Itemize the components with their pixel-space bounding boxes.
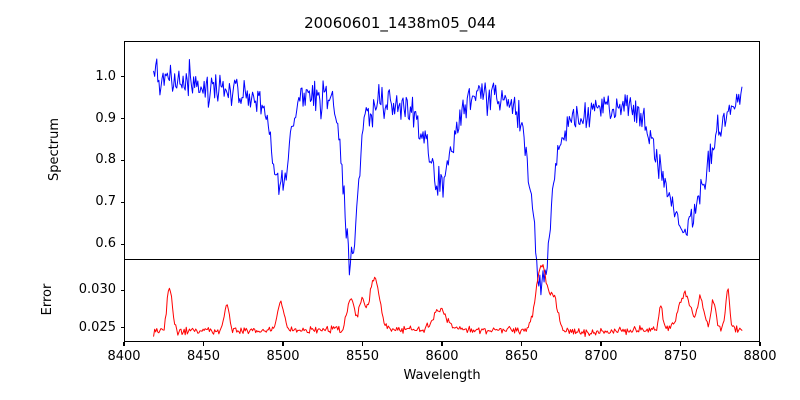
x-tick-mark bbox=[123, 342, 125, 346]
x-tick-label: 8700 bbox=[584, 349, 618, 364]
spectrum-panel bbox=[124, 41, 760, 296]
y-tick-label-spectrum: 0.6 bbox=[95, 236, 116, 252]
x-axis-label: Wavelength bbox=[403, 368, 481, 383]
y-tick-mark-spectrum bbox=[120, 117, 124, 120]
x-tick-mark bbox=[600, 342, 602, 346]
y-tick-mark-spectrum bbox=[120, 201, 124, 203]
x-tick-mark bbox=[282, 342, 284, 346]
spectrum-data-trace bbox=[153, 58, 743, 296]
y-tick-label-error: 0.030 bbox=[78, 282, 116, 298]
spectrum-plot-area bbox=[153, 58, 743, 296]
x-tick-label: 8450 bbox=[186, 349, 221, 364]
y-tick-mark-error bbox=[120, 326, 124, 329]
y-tick-mark-spectrum bbox=[120, 243, 124, 245]
x-tick-mark bbox=[202, 342, 205, 346]
page-title: 20060601_1438m05_044 bbox=[304, 14, 496, 32]
x-tick-label: 8650 bbox=[504, 349, 539, 364]
error-panel bbox=[124, 259, 760, 342]
y-tick-label-spectrum: 0.8 bbox=[95, 152, 116, 168]
x-tick-label: 8400 bbox=[107, 349, 141, 364]
x-tick-mark bbox=[759, 342, 761, 346]
x-tick-label: 8550 bbox=[345, 349, 380, 364]
y-tick-mark-spectrum bbox=[120, 76, 124, 78]
error-data-trace bbox=[153, 264, 743, 338]
y-tick-label-error: 0.025 bbox=[78, 319, 116, 335]
y-axis-label-error: Error bbox=[39, 283, 55, 315]
x-tick-mark bbox=[441, 342, 443, 346]
y-tick-mark-spectrum bbox=[120, 159, 124, 162]
error-plot-area bbox=[153, 264, 743, 338]
y-tick-label-spectrum: 0.7 bbox=[95, 194, 116, 210]
y-tick-mark-error bbox=[120, 289, 124, 292]
x-tick-label: 8600 bbox=[425, 349, 459, 364]
x-tick-label: 8800 bbox=[743, 349, 777, 364]
x-tick-label: 8750 bbox=[663, 349, 698, 364]
x-tick-mark bbox=[520, 342, 523, 346]
x-tick-label: 8500 bbox=[266, 349, 300, 364]
y-tick-label-spectrum: 0.9 bbox=[95, 110, 116, 126]
y-axis-label-spectrum: Spectrum bbox=[46, 117, 62, 181]
x-tick-mark bbox=[679, 342, 682, 346]
y-tick-label-spectrum: 1.0 bbox=[95, 68, 116, 84]
x-tick-mark bbox=[361, 342, 364, 346]
